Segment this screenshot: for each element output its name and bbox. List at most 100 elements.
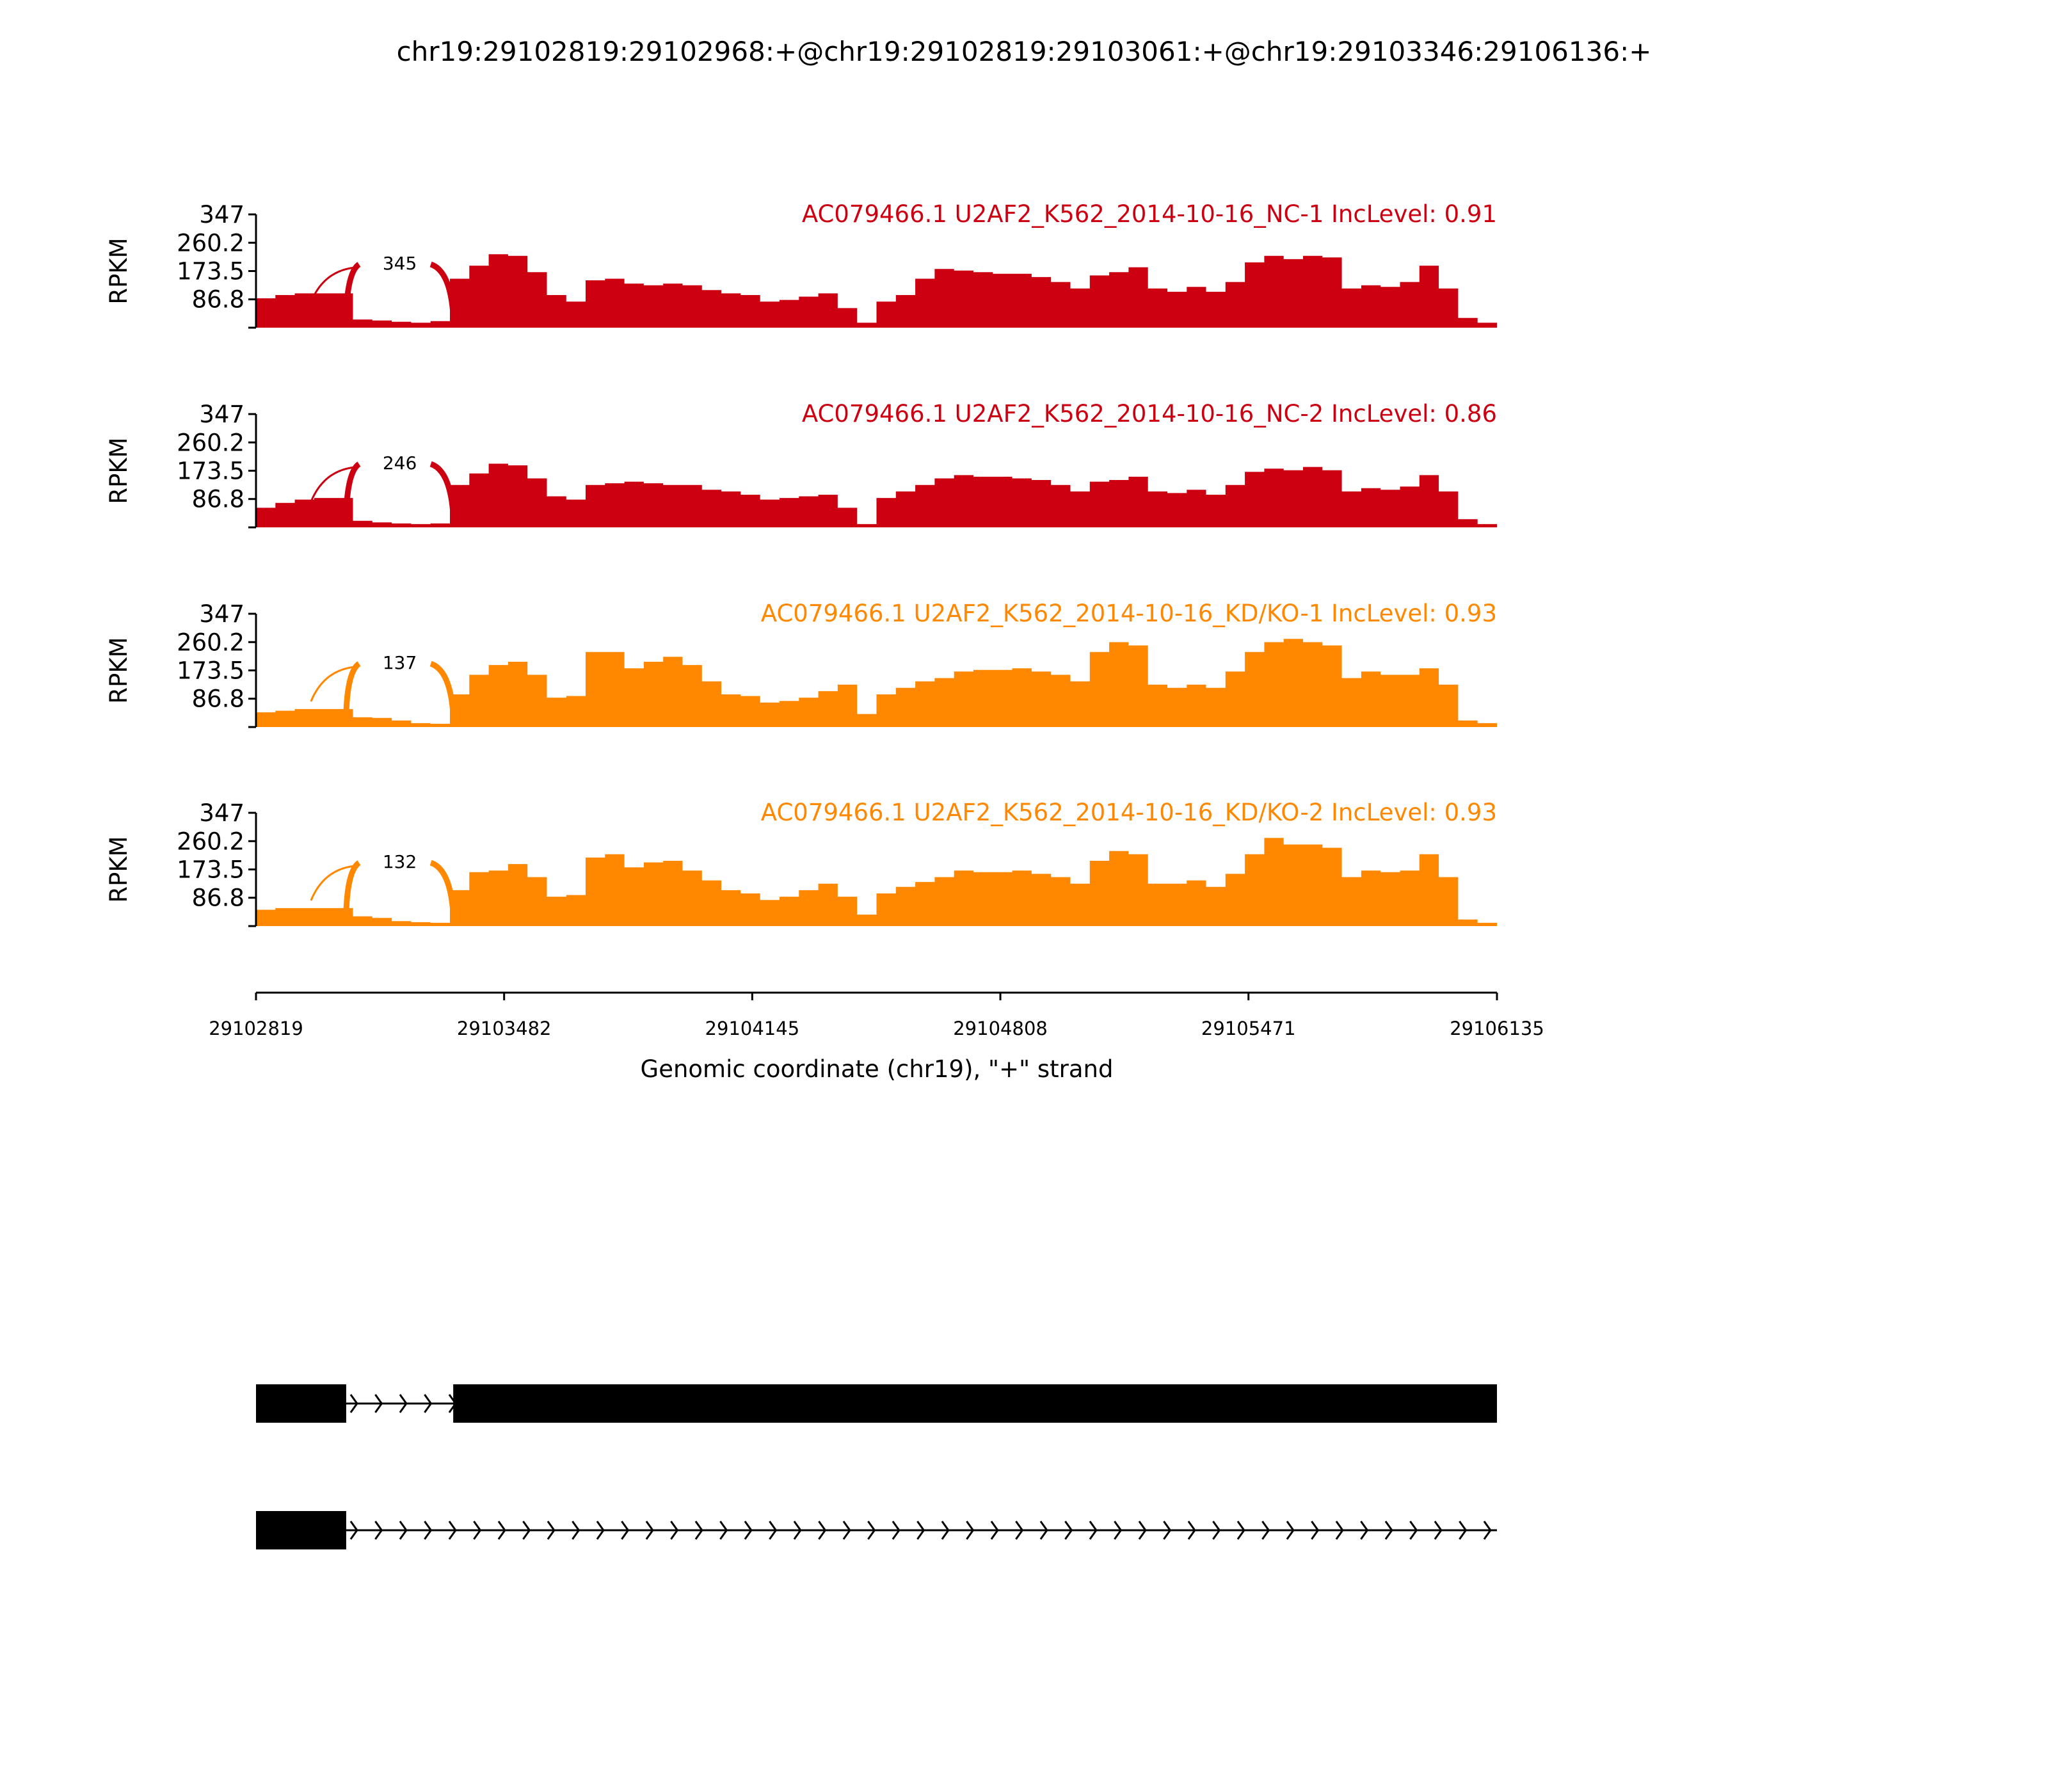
strand-chevron-icon	[769, 1521, 778, 1540]
strand-chevron-icon	[1434, 1521, 1443, 1540]
strand-chevron-icon	[1064, 1521, 1073, 1540]
strand-chevron-icon	[1311, 1521, 1320, 1540]
strand-chevron-icon	[694, 1521, 703, 1540]
strand-chevron-icon	[1409, 1521, 1418, 1540]
junction-arc	[310, 865, 356, 901]
strand-chevron-icon	[424, 1521, 433, 1540]
strand-chevron-icon	[522, 1521, 531, 1540]
track-title: AC079466.1 U2AF2_K562_2014-10-16_NC-2 In…	[802, 400, 1497, 428]
strand-chevron-icon	[842, 1521, 851, 1540]
y-tick-label: 260.2	[177, 628, 244, 656]
figure-title: chr19:29102819:29102968:+@chr19:29102819…	[397, 36, 1652, 67]
y-tick-label: 86.8	[192, 685, 244, 713]
junction-arc	[310, 266, 356, 303]
junction-count-label: 132	[383, 851, 417, 872]
exon	[256, 1384, 346, 1423]
y-tick-label: 86.8	[192, 486, 244, 513]
junction-arc-right	[429, 860, 456, 914]
strand-chevron-icon	[670, 1521, 679, 1540]
x-tick-label: 29103482	[457, 1018, 552, 1039]
strand-chevron-icon	[941, 1521, 950, 1540]
track-title: AC079466.1 U2AF2_K562_2014-10-16_KD/KO-1…	[761, 600, 1497, 627]
gene-models	[256, 1384, 1497, 1549]
strand-chevron-icon	[547, 1521, 556, 1540]
coverage-track: 345 AC079466.1 U2AF2_K562_2014-10-16_NC-1…	[105, 200, 1497, 329]
x-tick-label: 29105471	[1201, 1018, 1296, 1039]
y-tick-label: 86.8	[192, 286, 244, 314]
strand-chevron-icon	[1163, 1521, 1172, 1540]
strand-chevron-icon	[1114, 1521, 1123, 1540]
strand-chevron-icon	[1138, 1521, 1147, 1540]
strand-chevron-icon	[1015, 1521, 1024, 1540]
strand-chevron-icon	[1459, 1521, 1468, 1540]
strand-chevron-icon	[596, 1521, 605, 1540]
strand-chevron-icon	[572, 1521, 580, 1540]
strand-chevron-icon	[1089, 1521, 1098, 1540]
strand-chevron-icon	[1335, 1521, 1344, 1540]
strand-chevron-icon	[1039, 1521, 1048, 1540]
exon	[453, 1384, 1497, 1423]
y-axis-label: RPKM	[105, 836, 132, 902]
exon	[256, 1511, 346, 1549]
strand-chevron-icon	[374, 1521, 383, 1540]
coverage-track: 246 AC079466.1 U2AF2_K562_2014-10-16_NC-2…	[105, 400, 1497, 529]
coverage-track: 137 AC079466.1 U2AF2_K562_2014-10-16_KD/K…	[105, 600, 1497, 728]
strand-chevron-icon	[374, 1394, 383, 1413]
strand-chevron-icon	[990, 1521, 999, 1540]
strand-chevron-icon	[1384, 1521, 1393, 1540]
strand-chevron-icon	[818, 1521, 827, 1540]
junction-count-label: 345	[383, 253, 417, 274]
strand-chevron-icon	[621, 1521, 630, 1540]
strand-chevron-icon	[1187, 1521, 1196, 1540]
junction-arc-left	[343, 262, 361, 316]
strand-chevron-icon	[473, 1521, 482, 1540]
strand-chevron-icon	[497, 1521, 506, 1540]
strand-chevron-icon	[424, 1394, 433, 1413]
strand-chevron-icon	[916, 1521, 925, 1540]
strand-chevron-icon	[645, 1521, 654, 1540]
x-tick-label: 29102819	[209, 1018, 303, 1039]
track-title: AC079466.1 U2AF2_K562_2014-10-16_NC-1 In…	[802, 200, 1497, 228]
y-tick-label: 173.5	[177, 258, 244, 285]
y-tick-label: 260.2	[177, 229, 244, 257]
y-tick-label: 86.8	[192, 884, 244, 912]
y-tick-label: 347	[199, 600, 244, 628]
y-axis-label: RPKM	[105, 637, 132, 703]
strand-chevron-icon	[867, 1521, 876, 1540]
junction-count-label: 246	[383, 452, 417, 474]
strand-chevron-icon	[1236, 1521, 1245, 1540]
transcript	[256, 1511, 1497, 1549]
strand-chevron-icon	[1483, 1521, 1492, 1540]
strand-chevron-icon	[966, 1521, 975, 1540]
y-tick-label: 173.5	[177, 856, 244, 884]
strand-chevron-icon	[793, 1521, 802, 1540]
strand-chevron-icon	[1360, 1521, 1369, 1540]
x-tick-label: 29106135	[1450, 1018, 1544, 1039]
junction-count-label: 137	[383, 652, 417, 673]
y-tick-label: 173.5	[177, 458, 244, 485]
coverage-area	[256, 463, 1497, 527]
x-axis: 29102819 29103482 29104145 29104808 29105471…	[209, 991, 1544, 1039]
x-axis-label: Genomic coordinate (chr19), "+" strand	[641, 1055, 1114, 1083]
coverage-area	[256, 639, 1497, 727]
y-axis-label: RPKM	[105, 437, 132, 504]
transcript	[256, 1384, 1497, 1423]
y-tick-label: 173.5	[177, 657, 244, 685]
y-axis-label: RPKM	[105, 237, 132, 304]
strand-chevron-icon	[399, 1521, 408, 1540]
junction-arc	[310, 466, 356, 502]
y-tick-label: 347	[199, 401, 244, 428]
track-title: AC079466.1 U2AF2_K562_2014-10-16_KD/KO-2…	[761, 799, 1497, 826]
strand-chevron-icon	[1261, 1521, 1270, 1540]
junction-arc-right	[429, 261, 456, 316]
coverage-area	[256, 838, 1497, 926]
junction-arc-right	[429, 660, 456, 715]
junction-arc-right	[429, 461, 456, 515]
coverage-area	[256, 254, 1497, 328]
y-tick-label: 260.2	[177, 828, 244, 855]
strand-chevron-icon	[448, 1521, 457, 1540]
strand-chevron-icon	[1212, 1521, 1221, 1540]
strand-chevron-icon	[399, 1394, 408, 1413]
y-tick-label: 260.2	[177, 429, 244, 456]
strand-chevron-icon	[349, 1394, 358, 1413]
